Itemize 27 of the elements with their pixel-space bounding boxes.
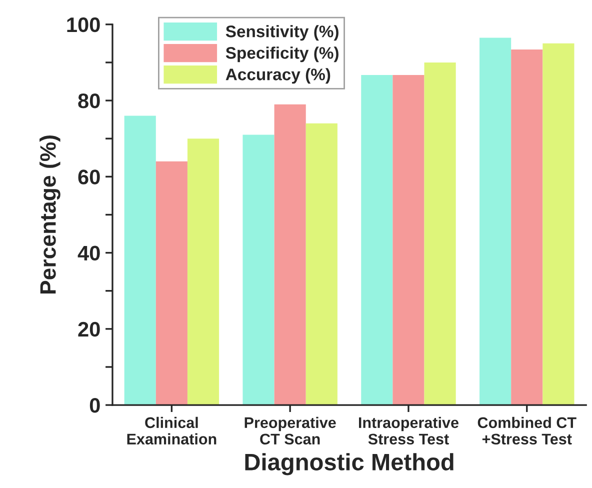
bar: [156, 161, 188, 406]
y-tick-label: 60: [78, 170, 100, 184]
bar: [187, 138, 220, 406]
bar: [480, 38, 512, 406]
legend-label: Specificity (%): [226, 46, 338, 62]
x-tick-label: Intraoperative Stress Test: [358, 416, 458, 445]
y-tick-label: 100: [67, 17, 100, 32]
y-tick-label: 40: [78, 246, 100, 261]
y-tick-label: 20: [78, 322, 100, 337]
bar: [511, 50, 543, 406]
x-tick-label: Preoperative CT Scan: [244, 416, 336, 445]
bar: [242, 134, 274, 406]
y-tick-label: 0: [90, 398, 100, 413]
x-tick-label: Clinical Examination: [127, 416, 216, 445]
bar: [424, 62, 456, 406]
bar: [306, 123, 338, 406]
legend-label: Accuracy (%): [226, 68, 330, 84]
x-axis-title: Diagnostic Method: [245, 453, 454, 476]
bar: [274, 104, 306, 406]
bar: [124, 116, 156, 406]
y-tick-label: 80: [78, 94, 100, 108]
x-tick-label: Combined CT +Stress Test: [478, 416, 576, 445]
y-axis-title: Percentage (%): [40, 136, 60, 294]
bar: [392, 75, 424, 406]
legend-label: Sensitivity (%): [226, 25, 338, 41]
bar: [361, 75, 393, 406]
bar: [542, 43, 574, 406]
